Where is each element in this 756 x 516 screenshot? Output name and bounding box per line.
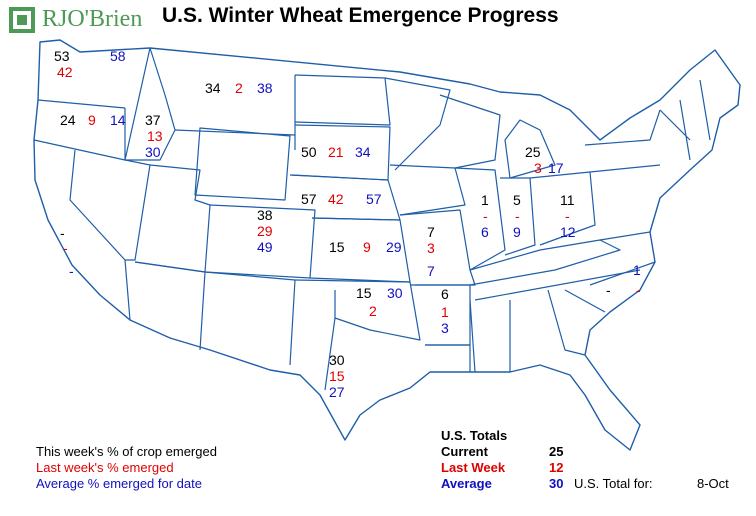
mi-lower <box>504 119 556 179</box>
legend-last-week: Last week's % emerged <box>36 460 174 475</box>
ky-line <box>469 239 621 286</box>
legend-current: This week's % of crop emerged <box>36 444 217 459</box>
nv-east-border <box>124 159 151 261</box>
oh-box <box>529 171 596 246</box>
mo-current: 7 <box>427 224 435 240</box>
ca-current: - <box>60 225 65 241</box>
ne-average: 57 <box>366 191 382 207</box>
ca-nv-border <box>69 149 131 321</box>
ks-current: 15 <box>329 239 345 255</box>
ar-current: 6 <box>441 286 449 302</box>
or-ca-border <box>33 139 126 161</box>
in-box <box>500 177 536 256</box>
us-outline <box>33 39 741 451</box>
sd-last-week: 21 <box>328 144 344 160</box>
ok-last-week: 2 <box>369 303 377 319</box>
mt-average: 38 <box>257 80 273 96</box>
il-current: 1 <box>481 192 489 208</box>
ar-average: 3 <box>441 320 449 336</box>
or-average: 14 <box>110 112 126 128</box>
totals-date: 8-Oct <box>697 476 729 491</box>
mi-current: 25 <box>525 144 541 160</box>
il-box <box>454 167 506 271</box>
in-average: 9 <box>513 224 521 240</box>
mo-average: 7 <box>427 263 435 279</box>
nc-average: 1 <box>633 262 641 278</box>
ok-box <box>294 279 421 341</box>
map-title: U.S. Winter Wheat Emergence Progress <box>162 4 559 27</box>
mi-average: 17 <box>548 160 564 176</box>
legend-average: Average % emerged for date <box>36 476 202 491</box>
ms-al-ga <box>469 289 586 373</box>
mt-current: 34 <box>205 80 221 96</box>
ne-current: 57 <box>301 191 317 207</box>
or-current: 24 <box>60 112 76 128</box>
pa-ny <box>584 109 661 173</box>
rjobrien-logo-text: RJO'Brien <box>42 6 143 32</box>
ks-average: 29 <box>386 239 402 255</box>
ar-last-week: 1 <box>441 304 449 320</box>
mt-last-week: 2 <box>235 80 243 96</box>
oh-last-week: - <box>565 208 570 224</box>
totals-average-label: Average <box>441 476 492 491</box>
il-average: 6 <box>481 224 489 240</box>
wa-last-week: 42 <box>57 64 73 80</box>
il-last-week: - <box>483 208 488 224</box>
ia-box <box>389 164 466 216</box>
sd-current: 50 <box>301 144 317 160</box>
tx-current: 30 <box>329 352 345 368</box>
mn-box <box>384 77 451 171</box>
rjobrien-logo: RJO'Brien <box>6 4 156 38</box>
co-box <box>204 204 316 279</box>
va-nc-line <box>589 231 656 286</box>
in-current: 5 <box>513 192 521 208</box>
wa-current: 53 <box>54 48 70 64</box>
co-current: 38 <box>257 207 273 223</box>
ca-last-week: - <box>63 240 68 256</box>
nc-last-week: - <box>636 282 641 298</box>
id-last-week: 13 <box>147 128 163 144</box>
nc-current: - <box>606 282 611 298</box>
id-current: 37 <box>145 112 161 128</box>
or-last-week: 9 <box>88 112 96 128</box>
tx-last-week: 15 <box>329 368 345 384</box>
wa-or-border <box>37 99 126 109</box>
oh-average: 12 <box>560 224 576 240</box>
nd-box <box>294 74 391 126</box>
wi-box <box>439 94 501 169</box>
ok-average: 30 <box>387 285 403 301</box>
totals-average-value: 30 <box>549 476 564 491</box>
totals-total-for-label: U.S. Total for: <box>574 476 653 491</box>
tn-line <box>474 269 641 301</box>
in-last-week: - <box>515 208 520 224</box>
rjobrien-logo-mark <box>9 7 35 33</box>
co-last-week: 29 <box>257 223 273 239</box>
mi-last-week: 3 <box>534 160 542 176</box>
oh-current: 11 <box>560 192 575 208</box>
ok-current: 15 <box>356 285 372 301</box>
ne-last-week: 42 <box>328 191 344 207</box>
co-average: 49 <box>257 239 273 255</box>
mo-last-week: 3 <box>427 240 435 256</box>
totals-heading: U.S. Totals <box>441 428 508 443</box>
ks-box <box>309 217 411 283</box>
la-box <box>425 344 471 372</box>
sd-average: 34 <box>355 144 371 160</box>
wy-box <box>194 127 291 201</box>
id-average: 30 <box>145 144 161 160</box>
totals-last-week-value: 12 <box>549 460 564 475</box>
sc-line <box>564 289 606 313</box>
totals-last-week-label: Last Week <box>441 460 506 475</box>
totals-current-label: Current <box>441 444 488 459</box>
ne-states <box>659 79 711 161</box>
totals-current-value: 25 <box>549 444 564 459</box>
tx-line <box>324 317 336 391</box>
wa-average: 58 <box>110 48 126 64</box>
ca-average: - <box>69 263 74 279</box>
tx-average: 27 <box>329 384 345 400</box>
ks-last-week: 9 <box>363 239 371 255</box>
